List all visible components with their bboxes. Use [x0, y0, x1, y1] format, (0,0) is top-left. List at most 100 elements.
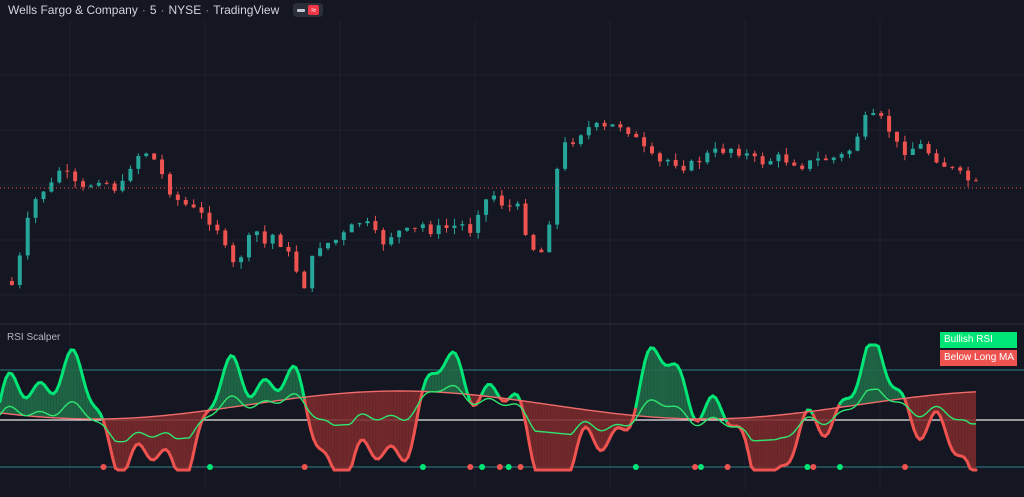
candle-body	[571, 142, 575, 144]
rsi-fill	[435, 373, 438, 392]
candle-body	[690, 161, 694, 171]
candle-body	[769, 161, 773, 164]
candle-body	[113, 183, 117, 190]
rsi-fill	[778, 415, 781, 468]
candle-body	[302, 272, 306, 289]
candle-body	[286, 247, 290, 252]
rsi-fill	[955, 393, 958, 456]
rsi-fill	[544, 404, 547, 470]
candle-body	[239, 257, 243, 262]
rsi-fill	[180, 414, 183, 470]
rsi-fill	[872, 345, 875, 403]
candle-body	[452, 226, 456, 228]
symbol-name[interactable]: Wells Fargo & Company	[8, 3, 138, 17]
candle-body	[381, 230, 385, 244]
rsi-fill	[118, 418, 121, 470]
candle-body	[650, 146, 654, 153]
candle-body	[887, 116, 891, 132]
candle-body	[958, 167, 962, 170]
candle-body	[152, 154, 156, 160]
rsi-fill	[343, 393, 346, 470]
rsi-fill	[964, 392, 967, 461]
candle-body	[634, 134, 638, 137]
signal-dot	[467, 464, 473, 470]
candle-body	[460, 224, 464, 225]
candle-body	[223, 230, 227, 245]
rsi-fill	[382, 391, 385, 456]
candle-body	[263, 231, 267, 243]
rsi-fill	[322, 395, 325, 453]
candle-body	[484, 199, 488, 214]
rsi-fill	[157, 416, 160, 458]
rsi-fill	[68, 350, 71, 419]
rsi-fill	[399, 391, 402, 460]
candle-body	[192, 205, 196, 208]
candle-body	[642, 137, 646, 146]
rsi-fill	[657, 352, 660, 417]
signal-dot	[902, 464, 908, 470]
rsi-fill	[379, 391, 382, 459]
candle-body	[950, 167, 954, 168]
rsi-fill	[136, 418, 139, 445]
candle-body	[10, 281, 14, 285]
candle-body	[682, 166, 686, 171]
rsi-fill	[405, 391, 408, 461]
rsi-fill	[562, 406, 565, 470]
candle-body	[508, 206, 512, 207]
rsi-fill	[387, 391, 390, 448]
candle-body	[579, 135, 583, 144]
rsi-fill	[370, 392, 373, 456]
candle-body	[753, 153, 757, 156]
interval-label[interactable]: 5	[150, 3, 157, 17]
rsi-fill	[958, 393, 961, 456]
chart-header: Wells Fargo & Company · 5 · NYSE · Tradi…	[8, 3, 323, 17]
candle-body	[207, 213, 211, 225]
rsi-fill	[870, 345, 873, 403]
rsi-fill	[71, 350, 74, 419]
candle-body	[405, 228, 409, 231]
candle-body	[215, 225, 219, 231]
signal-dot	[101, 464, 107, 470]
rsi-fill	[660, 358, 663, 418]
candle-body	[855, 137, 859, 151]
candle-body	[57, 171, 61, 183]
rsi-fill	[559, 406, 562, 470]
rsi-fill	[920, 396, 923, 439]
candle-body	[89, 186, 93, 187]
candle-body	[97, 183, 101, 186]
rsi-fill	[154, 416, 157, 460]
candle-body	[658, 153, 662, 161]
rsi-fill	[970, 392, 973, 470]
rsi-fill	[361, 392, 364, 440]
candle-body	[745, 153, 749, 155]
rsi-fill	[376, 391, 379, 459]
signal-dot	[207, 464, 213, 470]
candle-body	[697, 161, 701, 162]
rsi-fill	[115, 419, 118, 470]
rsi-fill	[384, 391, 387, 452]
rsi-fill	[393, 391, 396, 451]
candle-body	[721, 149, 725, 153]
candle-body	[413, 228, 417, 229]
candle-body	[563, 142, 567, 169]
rsi-fill	[754, 417, 757, 470]
candle-body	[468, 224, 472, 233]
separator: ·	[142, 3, 146, 17]
candle-body	[184, 200, 188, 205]
rsi-fill	[763, 416, 766, 470]
rsi-fill	[337, 394, 340, 470]
rsi-fill	[961, 392, 964, 457]
indicator-name[interactable]: RSI Scalper	[7, 332, 60, 343]
candle-body	[492, 196, 496, 200]
candle-body	[840, 154, 844, 158]
rsi-fill	[769, 416, 772, 470]
candle-body	[373, 221, 377, 230]
rsi-fill	[781, 415, 784, 467]
status-pill[interactable]: ≈	[293, 3, 323, 17]
signal-dot	[837, 464, 843, 470]
rsi-fill	[364, 392, 367, 444]
candle-body	[200, 207, 204, 212]
rsi-fill	[651, 348, 654, 417]
